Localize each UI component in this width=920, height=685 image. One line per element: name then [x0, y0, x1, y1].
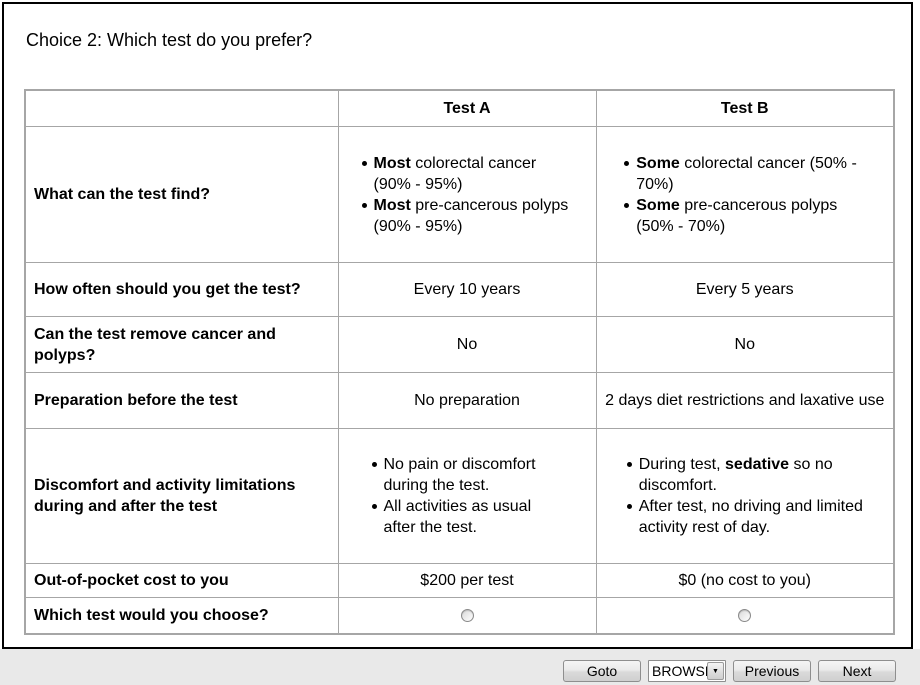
table-row-choice: Which test would you choose? — [24, 597, 895, 634]
cell-find-test-a: Most colorectal cancer (90% - 95%) Most … — [337, 126, 597, 263]
cell-frequency-test-b: Every 5 years — [595, 262, 895, 317]
bullet-item: Some colorectal cancer (50% - 70%) — [622, 153, 867, 195]
cell-removal-test-a: No — [337, 316, 597, 373]
cell-find-test-b: Some colorectal cancer (50% - 70%) Some … — [595, 126, 895, 263]
test-a-radio[interactable] — [460, 609, 474, 623]
column-header-test-b: Test B — [595, 89, 895, 127]
table-row-cost: Out-of-pocket cost to you $200 per test … — [24, 563, 895, 598]
test-b-radio[interactable] — [738, 609, 752, 623]
bullet-list: No pain or discomfort during the test. A… — [370, 454, 565, 538]
table-row-preparation: Preparation before the test No preparati… — [24, 372, 895, 429]
row-label: Which test would you choose? — [24, 597, 339, 634]
row-label: Discomfort and activity limitations duri… — [24, 428, 339, 564]
table-row-removal: Can the test remove cancer and polyps? N… — [24, 316, 895, 373]
bullet-list: During test, sedative so no discomfort. … — [625, 454, 865, 538]
next-button[interactable]: Next — [818, 660, 896, 682]
bullet-item: Some pre-cancerous polyps (50% - 70%) — [622, 195, 867, 237]
goto-button[interactable]: Goto — [563, 660, 641, 682]
bullet-item: Most pre-cancerous polyps (90% - 95%) — [360, 195, 575, 237]
cell-discomfort-test-b: During test, sedative so no discomfort. … — [595, 428, 895, 564]
question-title: Choice 2: Which test do you prefer? — [26, 30, 313, 50]
cell-cost-test-b: $0 (no cost to you) — [595, 563, 895, 598]
cell-removal-test-b: No — [595, 316, 895, 373]
nav-buttons-group: Goto BROWSE ▼ Previous Next — [563, 660, 896, 682]
cell-choice-test-a — [337, 597, 597, 634]
row-label: What can the test find? — [24, 126, 339, 263]
cell-preparation-test-b: 2 days diet restrictions and laxative us… — [595, 372, 895, 429]
row-label: How often should you get the test? — [24, 262, 339, 317]
column-header-test-a: Test A — [337, 89, 597, 127]
header-row: Test A Test B — [24, 89, 895, 127]
cell-preparation-test-a: No preparation — [337, 372, 597, 429]
bullet-item: During test, sedative so no discomfort. — [625, 454, 865, 496]
nav-toolbar: Goto BROWSE ▼ Previous Next — [0, 649, 920, 685]
column-header-empty — [24, 89, 339, 127]
survey-content-frame: Choice 2: Which test do you prefer? Test… — [2, 2, 913, 649]
comparison-table: Test A Test B What can the test find? Mo… — [24, 89, 895, 635]
bullet-item: No pain or discomfort during the test. — [370, 454, 565, 496]
row-label: Out-of-pocket cost to you — [24, 563, 339, 598]
cell-choice-test-b — [595, 597, 895, 634]
bullet-list: Some colorectal cancer (50% - 70%) Some … — [622, 153, 867, 237]
cell-frequency-test-a: Every 10 years — [337, 262, 597, 317]
table-row-frequency: How often should you get the test? Every… — [24, 262, 895, 317]
table-row-find: What can the test find? Most colorectal … — [24, 126, 895, 263]
cell-cost-test-a: $200 per test — [337, 563, 597, 598]
table-row-discomfort: Discomfort and activity limitations duri… — [24, 428, 895, 564]
bullet-item: Most colorectal cancer (90% - 95%) — [360, 153, 575, 195]
bullet-list: Most colorectal cancer (90% - 95%) Most … — [360, 153, 575, 237]
chevron-down-icon[interactable]: ▼ — [707, 662, 724, 680]
browser-select-value: BROWSE — [652, 663, 708, 679]
row-label: Preparation before the test — [24, 372, 339, 429]
previous-button[interactable]: Previous — [733, 660, 811, 682]
row-label: Can the test remove cancer and polyps? — [24, 316, 339, 373]
browser-select[interactable]: BROWSE ▼ — [648, 660, 726, 682]
cell-discomfort-test-a: No pain or discomfort during the test. A… — [337, 428, 597, 564]
bullet-item: After test, no driving and limited activ… — [625, 496, 865, 538]
bullet-item: All activities as usual after the test. — [370, 496, 565, 538]
